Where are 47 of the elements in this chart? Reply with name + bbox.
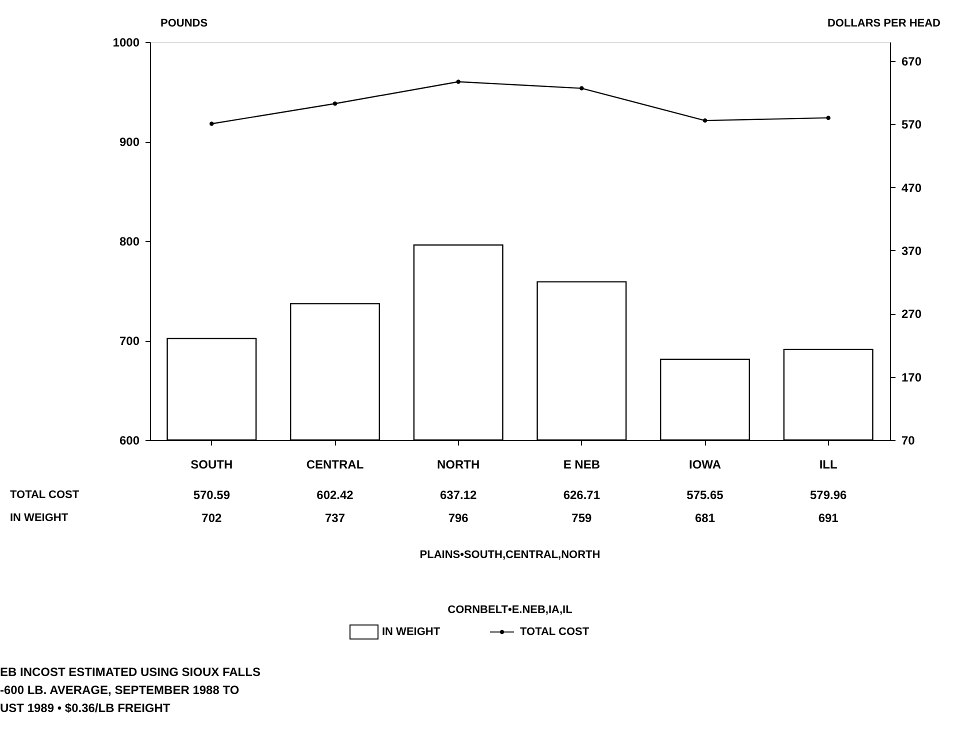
data-label: 796 — [448, 511, 469, 525]
data-label: 691 — [818, 511, 839, 525]
point — [826, 116, 830, 120]
y2-tick-label: 570 — [902, 118, 922, 132]
x-tick-label: SOUTH — [190, 458, 233, 472]
point — [332, 102, 338, 106]
x-tick-label: NORTH — [436, 458, 480, 472]
text: CORNBELT•E.NEB,IA,IL — [448, 604, 573, 616]
data-label: 681 — [694, 511, 716, 525]
data-label: 602.42 — [316, 488, 354, 502]
point — [210, 122, 214, 126]
text: IN WEIGHT — [10, 512, 68, 524]
y2-tick-label: 370 — [902, 244, 922, 258]
x-tick-label: IOWA — [689, 458, 722, 472]
point — [456, 80, 460, 84]
y-tick-label: 700 — [119, 334, 140, 348]
text: -600 LB. AVERAGE, SEPTEMBER 1988 TO — [0, 683, 240, 697]
y-axis-title: POUNDS — [160, 18, 208, 30]
y-tick-label: 600 — [119, 434, 140, 448]
data-label: 575.65 — [686, 488, 724, 502]
data-label: 759 — [572, 511, 592, 525]
y2-tick-label: 70 — [902, 434, 916, 448]
x-tick-label: E NEB — [563, 458, 600, 472]
legend-label: TOTAL COST — [520, 626, 590, 638]
y2-tick-label: 670 — [902, 54, 922, 68]
data-label: 637.12 — [440, 488, 478, 502]
text: PLAINS•SOUTH,CENTRAL,NORTH — [420, 549, 600, 561]
data-label: 579.96 — [810, 488, 848, 502]
data-label: 570.59 — [193, 488, 230, 502]
x-tick-label: ILL — [819, 458, 838, 472]
data-label: 626.71 — [563, 488, 600, 502]
y-tick-label: 1000 — [112, 36, 140, 50]
data-label: 737 — [324, 511, 346, 525]
text: UST 1989 • $0.36/LB FREIGHT — [0, 701, 171, 715]
y-tick-label: 900 — [119, 135, 140, 149]
text: EB INCOST ESTIMATED USING SIOUX FALLS — [0, 665, 260, 679]
x-tick-label: CENTRAL — [306, 458, 364, 472]
text: TOTAL COST — [10, 489, 80, 501]
point — [702, 118, 708, 123]
y2-tick-label: 170 — [902, 370, 922, 384]
y2-axis-title: DOLLARS PER HEAD — [827, 18, 941, 30]
y2-tick-label: 270 — [902, 307, 922, 322]
y2-tick-label: 470 — [902, 180, 922, 195]
point — [580, 86, 584, 90]
data-label: 702 — [202, 511, 222, 525]
y-tick-label: 800 — [119, 234, 140, 248]
legend-label: IN WEIGHT — [382, 626, 440, 638]
